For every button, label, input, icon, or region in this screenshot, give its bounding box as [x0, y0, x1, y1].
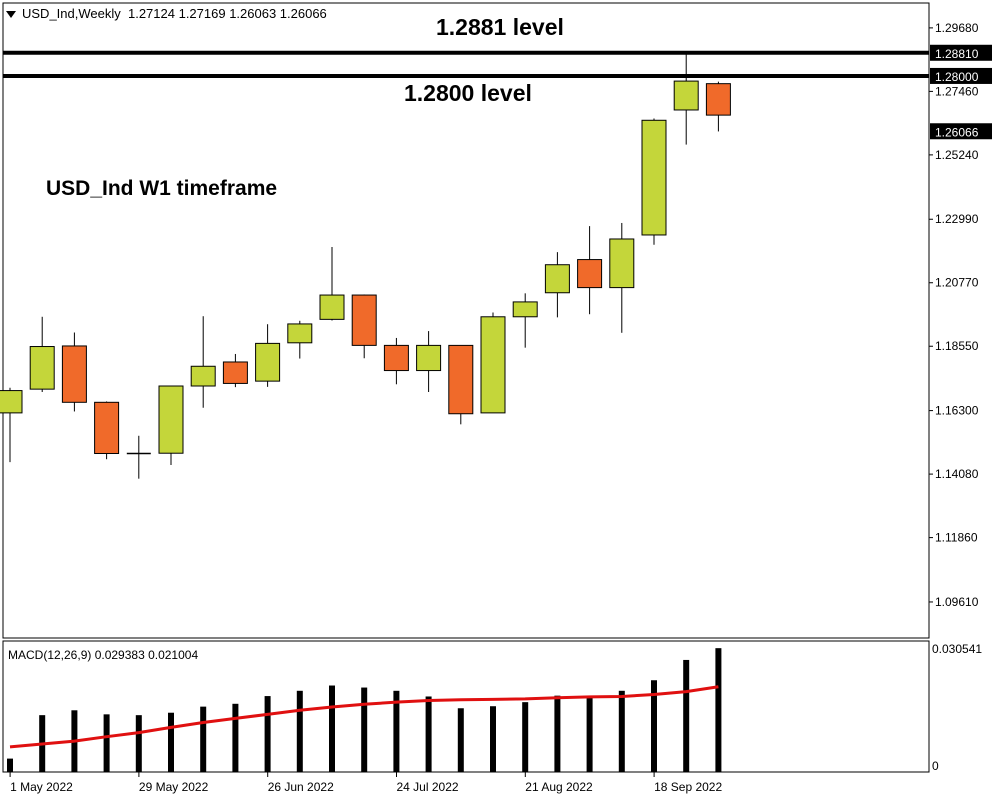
macd-bar [586, 696, 593, 772]
macd-label: MACD(12,26,9) 0.029383 0.021004 [8, 648, 199, 662]
candle-body [448, 344, 474, 415]
level-price-tag [930, 67, 992, 84]
candle-body [255, 342, 281, 382]
ohlc-values: 1.27124 1.27169 1.26063 1.26066 [127, 6, 327, 21]
macd-axis-zero: 0 [932, 759, 939, 773]
level-price-label: 1.26066 [935, 125, 979, 139]
macd-bar [103, 714, 110, 772]
price-tick-label: 1.27460 [935, 84, 979, 98]
price-tick-label: 1.18550 [935, 339, 979, 353]
macd-bar [264, 696, 271, 772]
candle-body [61, 345, 87, 403]
macd-bar [554, 695, 561, 772]
candle-body [480, 316, 506, 414]
triangle-down-icon[interactable] [6, 11, 16, 19]
macd-signal-line [9, 685, 719, 749]
candle-body [512, 301, 538, 318]
x-tick-label: 18 Sep 2022 [654, 780, 722, 794]
symbol-info: USD_Ind,Weekly 1.27124 1.27169 1.26063 1… [6, 6, 327, 21]
level-price-label: 1.28000 [935, 70, 979, 84]
macd-bar [715, 648, 722, 772]
macd-bar [393, 690, 400, 772]
price-tick-label: 1.14080 [935, 467, 979, 481]
candle-body [416, 344, 442, 372]
x-tick-label: 24 Jul 2022 [397, 780, 459, 794]
x-tick-label: 29 May 2022 [139, 780, 209, 794]
price-panel-frame [2, 2, 930, 639]
price-tick-label: 1.16300 [935, 404, 979, 418]
macd-bar [232, 703, 239, 772]
macd-bar [651, 680, 657, 772]
macd-bar [618, 690, 625, 772]
macd-bar [522, 702, 529, 772]
candle-body [673, 80, 699, 111]
candle-body [29, 346, 55, 390]
candle-body [641, 119, 667, 236]
candle-body [383, 344, 409, 372]
level-price-tag [930, 123, 992, 140]
candle-body [94, 401, 120, 455]
macd-bar [135, 715, 142, 772]
price-tick-label: 1.09610 [935, 595, 979, 609]
candle-body [319, 294, 345, 320]
candle-body [577, 259, 603, 289]
candle-body [190, 365, 216, 387]
annotation-level-top: 1.2881 level [436, 14, 564, 40]
macd-bar [425, 696, 432, 772]
candle-body [222, 361, 248, 384]
candle-body [351, 294, 377, 346]
level-price-tag [930, 44, 992, 61]
macd-bar [7, 758, 13, 772]
price-tick-label: 1.11860 [935, 531, 978, 545]
macd-bar [683, 659, 690, 772]
x-tick-label: 26 Jun 2022 [268, 780, 334, 794]
macd-axis-top: 0.030541 [932, 642, 982, 656]
level-price-label: 1.28810 [935, 47, 979, 61]
annotation-timeframe: USD_Ind W1 timeframe [46, 177, 278, 200]
x-tick-label: 1 May 2022 [10, 780, 73, 794]
symbol-label: USD_Ind,Weekly [22, 6, 121, 21]
macd-bar [329, 685, 335, 772]
price-tick-label: 1.22990 [935, 212, 979, 226]
macd-bar [361, 687, 368, 772]
macd-bar [168, 712, 174, 772]
macd-bar [200, 706, 207, 772]
candle-body [609, 238, 635, 289]
candle-body [0, 390, 23, 414]
candle-body [544, 264, 570, 294]
macd-panel-frame [2, 640, 930, 773]
price-tick-label: 1.20770 [935, 276, 979, 290]
macd-bar [457, 708, 464, 772]
annotation-level-bottom: 1.2800 level [404, 80, 532, 106]
candle-body [287, 323, 313, 344]
macd-bar [296, 690, 303, 772]
x-tick-label: 21 Aug 2022 [525, 780, 593, 794]
candle-body [705, 83, 731, 116]
candle-body [158, 385, 184, 454]
macd-bar [490, 706, 496, 772]
price-tick-label: 1.29680 [935, 21, 979, 35]
price-tick-label: 1.25240 [935, 148, 979, 162]
